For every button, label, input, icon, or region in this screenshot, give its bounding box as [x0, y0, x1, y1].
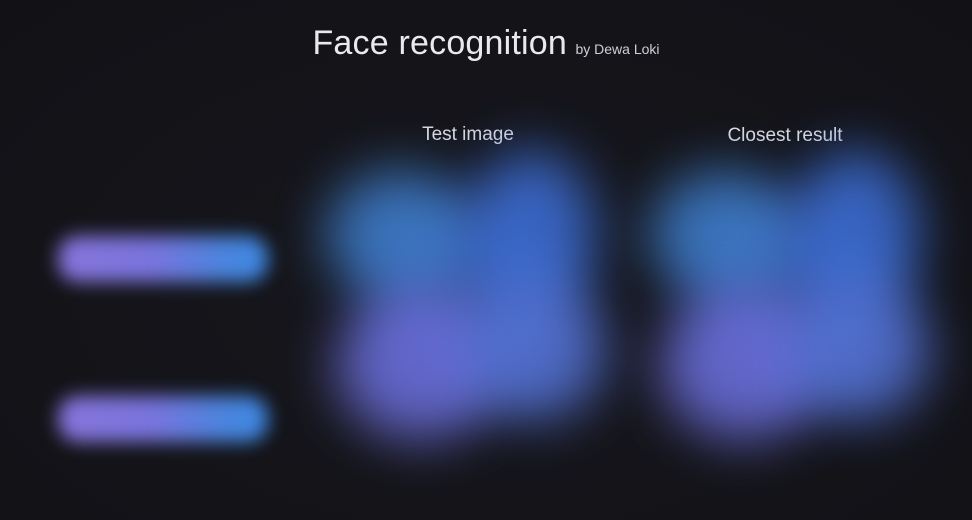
blurred-image-region: [650, 170, 800, 300]
side-action-button-1[interactable]: [58, 236, 268, 282]
test-image-frame: [316, 150, 616, 450]
blurred-image-region: [326, 170, 476, 300]
blurred-image-region: [466, 280, 606, 420]
button-glow: [58, 396, 268, 442]
side-action-button-2[interactable]: [58, 396, 268, 442]
page-header: Face recognition by Dewa Loki: [0, 24, 972, 63]
blurred-image-region: [790, 280, 930, 420]
button-glow: [58, 236, 268, 282]
test-image-label: Test image: [422, 124, 514, 145]
page-title: Face recognition: [312, 24, 568, 62]
closest-result-label: Closest result: [727, 125, 843, 146]
author-credit: by Dewa Loki: [575, 41, 660, 57]
closest-result-frame: [640, 150, 940, 450]
closest-result-panel: [640, 150, 940, 450]
test-image-panel: [316, 150, 616, 450]
